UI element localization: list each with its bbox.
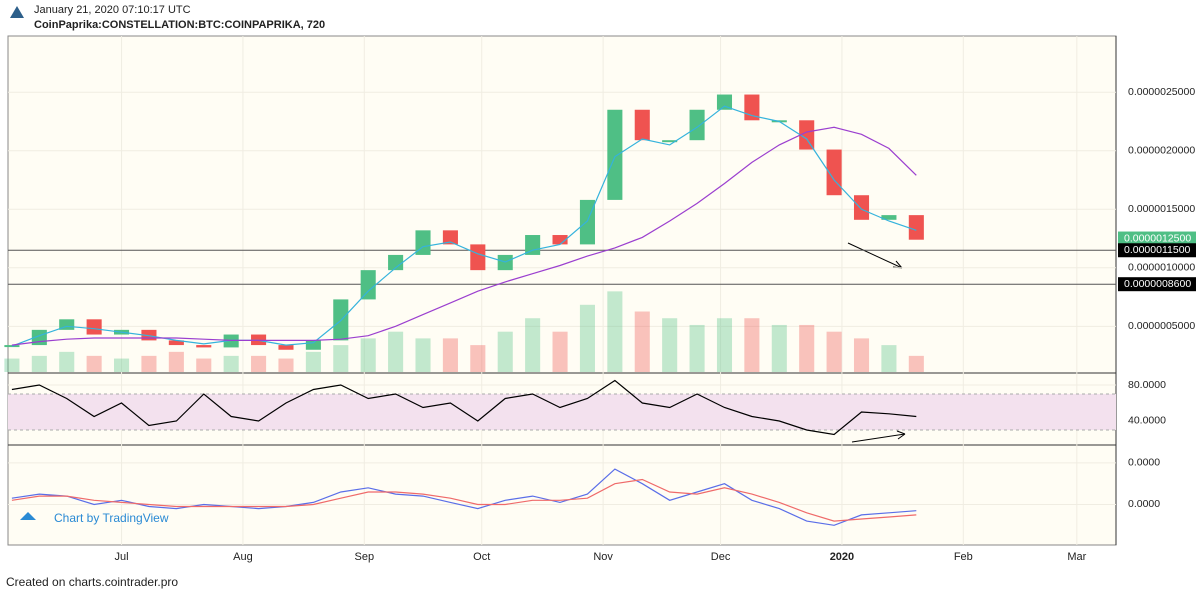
y-tick-label: 80.0000 xyxy=(1128,379,1166,391)
candle xyxy=(305,340,321,350)
volume-bar xyxy=(360,338,376,372)
candle xyxy=(59,319,75,330)
arrow xyxy=(847,242,903,269)
volume-bar xyxy=(223,355,239,372)
header-symbol: CoinPaprika:CONSTELLATION:BTC:COINPAPRIK… xyxy=(34,19,325,31)
rsi-band xyxy=(8,393,1116,430)
arrow-head xyxy=(896,430,906,440)
plot-area xyxy=(7,35,1117,546)
y-tick-label: 0.0000010000 xyxy=(1128,262,1195,274)
watermark: Chart by TradingView xyxy=(54,511,169,525)
price-label: 0.0000008600 xyxy=(1124,278,1191,290)
y-tick-label: 40.0000 xyxy=(1128,415,1166,427)
price-label-box xyxy=(1118,231,1196,246)
volume-bar xyxy=(415,338,431,372)
price-label-box xyxy=(1118,277,1196,292)
volume-bar xyxy=(4,358,20,372)
x-tick-label: Nov xyxy=(593,551,613,563)
volume-bar xyxy=(114,358,130,372)
volume-bar xyxy=(799,324,815,372)
volume-bar xyxy=(168,351,184,372)
header-date: January 21, 2020 07:10:17 UTC xyxy=(34,4,191,16)
volume-bar xyxy=(470,345,486,372)
candle xyxy=(799,120,815,150)
y-tick-label: 0.0000025000 xyxy=(1128,86,1195,98)
candle xyxy=(360,270,376,300)
x-tick-label: Feb xyxy=(954,551,973,563)
volume-bar xyxy=(853,338,870,372)
volume-bar xyxy=(552,331,568,372)
candle xyxy=(415,230,431,255)
x-tick-label: Oct xyxy=(473,551,490,563)
volume-bar xyxy=(305,351,321,372)
volume-bar xyxy=(141,355,157,372)
footer: Created on charts.cointrader.pro xyxy=(6,575,178,589)
volume-bar xyxy=(525,318,541,372)
series-line xyxy=(11,478,917,522)
candle xyxy=(579,199,595,245)
price-label-box xyxy=(1118,243,1196,258)
candle xyxy=(442,230,458,245)
volume-bar xyxy=(31,355,47,372)
volume-bar xyxy=(497,331,513,372)
candle xyxy=(470,244,486,271)
x-tick-label: Mar xyxy=(1067,551,1086,563)
x-tick-label: 2020 xyxy=(830,551,854,563)
volume-bar xyxy=(388,331,404,372)
volume-bar xyxy=(59,351,75,372)
arrow xyxy=(851,433,906,443)
y-tick-label: 0.0000015000 xyxy=(1128,203,1195,215)
candle xyxy=(86,319,102,335)
candle xyxy=(634,109,650,141)
volume-bar xyxy=(908,355,924,372)
candle xyxy=(552,235,568,245)
candle xyxy=(607,109,623,200)
candle xyxy=(853,195,870,220)
volume-bar xyxy=(771,324,787,372)
candle xyxy=(388,254,404,271)
series-line xyxy=(11,468,917,526)
volume-bar xyxy=(442,338,458,372)
volume-bar xyxy=(716,318,733,372)
volume-bar xyxy=(744,318,760,372)
volume-bar xyxy=(689,324,705,372)
price-label: 0.0000011500 xyxy=(1124,244,1191,256)
volume-bar xyxy=(634,311,650,372)
volume-bar xyxy=(826,331,842,372)
volume-bar xyxy=(251,355,267,372)
x-tick-label: Jul xyxy=(115,551,129,563)
volume-bar xyxy=(662,318,678,372)
candle xyxy=(908,215,924,240)
candle xyxy=(278,345,294,350)
candle xyxy=(716,94,733,110)
volume-bar xyxy=(196,358,212,372)
logo xyxy=(10,6,24,18)
volume-bar xyxy=(881,345,897,372)
watermark-logo xyxy=(20,512,36,520)
volume-bar xyxy=(579,304,595,372)
candle xyxy=(662,140,678,143)
volume-bar xyxy=(607,291,623,372)
x-tick-label: Sep xyxy=(354,551,374,563)
price-label: 0.0000012500 xyxy=(1124,232,1191,244)
y-tick-label: 0.0000005000 xyxy=(1128,320,1195,332)
y-tick-label: 0.0000 xyxy=(1128,498,1160,510)
series-line xyxy=(11,126,917,346)
y-tick-label: 0.0000020000 xyxy=(1128,145,1195,157)
volume-bar xyxy=(86,355,102,372)
candle xyxy=(168,340,184,346)
candle xyxy=(689,109,705,141)
y-tick-label: 0.0000 xyxy=(1128,457,1160,469)
volume-bar xyxy=(278,358,294,372)
x-tick-label: Aug xyxy=(233,551,253,563)
candle xyxy=(196,345,212,348)
candle xyxy=(881,215,897,220)
x-tick-label: Dec xyxy=(711,551,731,563)
series-line xyxy=(11,379,917,436)
volume-bar xyxy=(333,345,349,372)
